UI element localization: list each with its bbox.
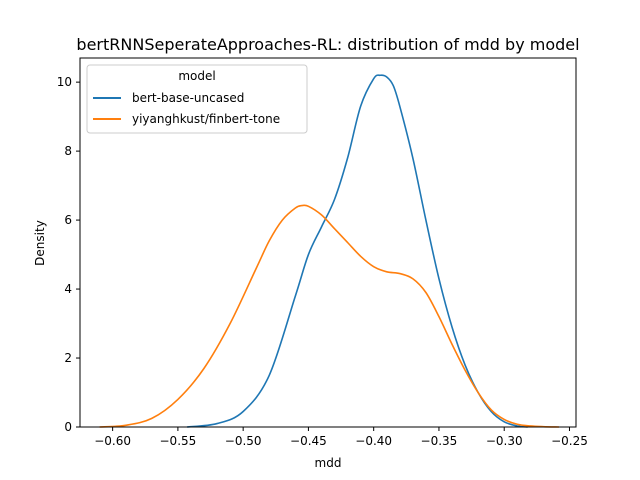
x-tick-label: −0.35 <box>421 434 458 448</box>
x-tick-label: −0.25 <box>551 434 588 448</box>
legend-label-finbert-tone: yiyanghkust/finbert-tone <box>132 112 280 126</box>
x-axis: −0.60 −0.55 −0.50 −0.45 −0.40 −0.35 −0.30 −0.25 <box>94 427 588 448</box>
x-tick-label: −0.30 <box>486 434 523 448</box>
y-axis-label: Density <box>33 220 47 266</box>
series-line-yiyanghkust-finbert-tone <box>99 204 560 428</box>
x-tick-label: −0.40 <box>355 434 392 448</box>
legend: model bert-base-uncased yiyanghkust/finb… <box>86 64 308 134</box>
legend-label-bert-base-uncased: bert-base-uncased <box>132 91 244 105</box>
x-tick-label: −0.50 <box>225 434 262 448</box>
y-tick-label: 10 <box>57 75 72 89</box>
y-tick-label: 2 <box>64 351 72 365</box>
y-tick-label: 0 <box>64 420 72 434</box>
chart-title: bertRNNSeperateApproaches-RL: distributi… <box>76 35 579 54</box>
plot-area <box>79 57 577 428</box>
legend-box <box>86 64 308 134</box>
axes-frame <box>79 57 577 428</box>
x-axis-label: mdd <box>315 456 342 470</box>
x-tick-label: −0.45 <box>290 434 327 448</box>
y-tick-label: 8 <box>64 144 72 158</box>
series-layer <box>99 74 560 428</box>
x-tick-label: −0.60 <box>94 434 131 448</box>
legend-title: model <box>178 69 215 83</box>
x-tick-label: −0.55 <box>160 434 197 448</box>
y-axis: 0 2 4 6 8 10 <box>57 75 80 434</box>
y-tick-label: 6 <box>64 213 72 227</box>
y-tick-label: 4 <box>64 282 72 296</box>
